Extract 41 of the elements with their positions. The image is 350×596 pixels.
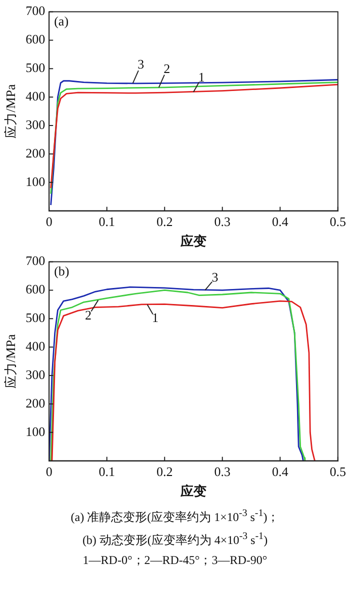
x-tick-label: 0.4 bbox=[272, 464, 289, 480]
y-tick-label: 200 bbox=[26, 395, 46, 410]
text: 1—RD-0°；2—RD-45°；3—RD-90° bbox=[82, 552, 268, 569]
x-tick-label: 0.3 bbox=[214, 464, 230, 480]
x-tick-label: 0.2 bbox=[156, 214, 173, 230]
y-axis-title: 应力/MPa bbox=[3, 84, 18, 138]
y-tick-label: 700 bbox=[26, 3, 46, 18]
annotation: 1 bbox=[198, 69, 205, 84]
x-axis-title: 应变 bbox=[179, 484, 206, 499]
annotation: 3 bbox=[138, 56, 144, 72]
chart-title: (a) bbox=[54, 14, 69, 29]
x-tick-label: 0.1 bbox=[98, 214, 115, 230]
annotation: 2 bbox=[84, 308, 92, 323]
x-tick-label: 0.1 bbox=[98, 464, 115, 480]
y-tick-label: 400 bbox=[26, 338, 46, 354]
x-tick-label: 0.3 bbox=[214, 214, 230, 230]
y-tick-label: 600 bbox=[26, 282, 46, 297]
y-tick-label: 400 bbox=[26, 88, 46, 104]
text: (a) 准静态变形(应变率约为 1×10$^{-3}$ s$^{-1}$)； bbox=[70, 507, 280, 526]
y-tick-label: 300 bbox=[26, 116, 46, 132]
y-axis-title: 应力/MPa bbox=[3, 334, 18, 388]
y-tick-label: 100 bbox=[26, 424, 46, 439]
annotation: 2 bbox=[164, 60, 170, 76]
y-tick-label: 100 bbox=[26, 174, 46, 189]
x-tick-label: 0 bbox=[46, 464, 52, 480]
y-tick-label: 300 bbox=[26, 366, 46, 382]
x-tick-label: 0.2 bbox=[156, 464, 173, 480]
y-tick-label: 700 bbox=[26, 253, 46, 268]
annotation: 1 bbox=[152, 310, 159, 325]
x-axis-title: 应变 bbox=[179, 234, 206, 249]
x-tick-label: 0 bbox=[46, 214, 52, 230]
x-tick-label: 0.5 bbox=[330, 464, 346, 480]
x-tick-label: 0.5 bbox=[330, 214, 346, 230]
y-tick-label: 500 bbox=[26, 60, 46, 76]
y-tick-label: 500 bbox=[26, 310, 46, 326]
text: (b) 动态变形(应变率约为 4×10$^{-3}$ s$^{-1}$) bbox=[81, 530, 269, 549]
annotation: 3 bbox=[212, 270, 218, 285]
x-tick-label: 0.4 bbox=[272, 214, 289, 230]
y-tick-label: 600 bbox=[26, 32, 46, 47]
chart-title: (b) bbox=[54, 264, 70, 279]
y-tick-label: 200 bbox=[26, 145, 46, 160]
